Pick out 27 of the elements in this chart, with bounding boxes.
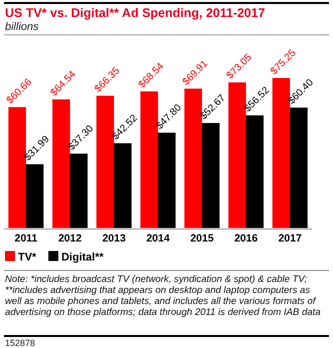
bar: [26, 164, 44, 228]
bar: [202, 123, 220, 228]
bar: [228, 82, 246, 228]
bar: [246, 115, 264, 228]
bar: [96, 96, 114, 228]
legend-label: TV*: [18, 252, 38, 264]
bar: [158, 132, 176, 228]
legend-label: Digital**: [61, 252, 104, 264]
bar: [140, 91, 158, 228]
x-tick-label: 2012: [58, 232, 82, 244]
bar: [114, 143, 132, 228]
bar: [272, 78, 290, 228]
x-tick-label: 2015: [190, 232, 214, 244]
text: 152878: [5, 338, 36, 348]
bar: [52, 99, 70, 228]
x-tick-label: 2014: [146, 232, 170, 244]
bar: [184, 88, 202, 228]
x-tick-label: 2013: [102, 232, 126, 244]
bar: [290, 108, 308, 228]
x-tick-label: 2017: [278, 232, 302, 244]
bar: [8, 107, 26, 228]
x-tick-label: 2011: [14, 232, 38, 244]
text: Note: *includes broadcast TV (network, syndication & spot) & cable TV; **includes advertising that appears on desktop and laptop computers as well as mobile phones and tablets, and includes all the various formats of advertising on those platforms; data through 2011 is derived from IAB data: [5, 274, 321, 318]
bar: [70, 154, 88, 228]
chart-subtitle: billions: [5, 21, 40, 33]
x-tick-label: 2016: [234, 232, 258, 244]
chart-title: US TV* vs. Digital** Ad Spending, 2011-2017: [5, 6, 266, 20]
